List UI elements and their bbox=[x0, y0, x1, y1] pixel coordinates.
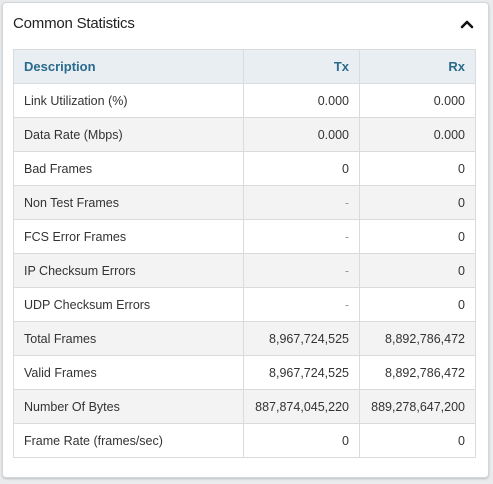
table-row: Frame Rate (frames/sec) 0 0 bbox=[13, 423, 476, 458]
cell-description: FCS Error Frames bbox=[13, 219, 244, 254]
cell-description: Link Utilization (%) bbox=[13, 83, 244, 118]
cell-description: Data Rate (Mbps) bbox=[13, 117, 244, 152]
cell-description: Bad Frames bbox=[13, 151, 244, 186]
cell-tx: 0 bbox=[243, 151, 360, 186]
cell-rx: 889,278,647,200 bbox=[359, 389, 476, 424]
cell-description: IP Checksum Errors bbox=[13, 253, 244, 288]
cell-rx: 8,892,786,472 bbox=[359, 355, 476, 390]
panel-header: Common Statistics bbox=[3, 3, 488, 45]
panel-title: Common Statistics bbox=[13, 15, 135, 32]
cell-rx: 0 bbox=[359, 151, 476, 186]
common-statistics-panel: Common Statistics Description Tx Rx Link… bbox=[2, 2, 489, 478]
table-row: Bad Frames 0 0 bbox=[13, 151, 476, 186]
cell-tx: 8,967,724,525 bbox=[243, 355, 360, 390]
cell-description: Total Frames bbox=[13, 321, 244, 356]
table-row: UDP Checksum Errors -0 bbox=[13, 287, 476, 322]
cell-tx: 8,967,724,525 bbox=[243, 321, 360, 356]
cell-rx: 0.000 bbox=[359, 83, 476, 118]
column-header-description[interactable]: Description bbox=[13, 49, 244, 84]
chevron-up-icon bbox=[460, 20, 474, 29]
table-row: Total Frames 8,967,724,525 8,892,786,472 bbox=[13, 321, 476, 356]
cell-rx: 0 bbox=[359, 423, 476, 458]
column-header-rx[interactable]: Rx bbox=[359, 49, 476, 84]
cell-rx: 0.000 bbox=[359, 117, 476, 152]
statistics-table-body: Link Utilization (%) 0.000 0.000 Data Rate … bbox=[13, 83, 476, 458]
cell-description: Non Test Frames bbox=[13, 185, 244, 220]
cell-tx: 887,874,045,220 bbox=[243, 389, 360, 424]
table-row: Non Test Frames -0 bbox=[13, 185, 476, 220]
cell-rx: 0 bbox=[359, 185, 476, 220]
cell-rx: 0 bbox=[359, 219, 476, 254]
cell-description: UDP Checksum Errors bbox=[13, 287, 244, 322]
cell-description: Valid Frames bbox=[13, 355, 244, 390]
table-row: Data Rate (Mbps) 0.000 0.000 bbox=[13, 117, 476, 152]
table-row: Number Of Bytes 887,874,045,220 889,278,64… bbox=[13, 389, 476, 424]
cell-tx: - bbox=[243, 185, 360, 220]
cell-tx: - bbox=[243, 253, 360, 288]
column-header-tx[interactable]: Tx bbox=[243, 49, 360, 84]
table-row: Link Utilization (%) 0.000 0.000 bbox=[13, 83, 476, 118]
collapse-button[interactable] bbox=[458, 15, 476, 33]
cell-rx: 0 bbox=[359, 253, 476, 288]
statistics-table: Description Tx Rx Link Utilization (%) 0.… bbox=[13, 49, 476, 458]
cell-tx: - bbox=[243, 287, 360, 322]
table-header-row: Description Tx Rx bbox=[13, 49, 476, 84]
cell-rx: 8,892,786,472 bbox=[359, 321, 476, 356]
cell-tx: 0.000 bbox=[243, 117, 360, 152]
cell-tx: - bbox=[243, 219, 360, 254]
table-row: IP Checksum Errors -0 bbox=[13, 253, 476, 288]
cell-tx: 0.000 bbox=[243, 83, 360, 118]
table-row: Valid Frames 8,967,724,525 8,892,786,472 bbox=[13, 355, 476, 390]
cell-description: Number Of Bytes bbox=[13, 389, 244, 424]
table-row: FCS Error Frames -0 bbox=[13, 219, 476, 254]
cell-rx: 0 bbox=[359, 287, 476, 322]
cell-description: Frame Rate (frames/sec) bbox=[13, 423, 244, 458]
cell-tx: 0 bbox=[243, 423, 360, 458]
